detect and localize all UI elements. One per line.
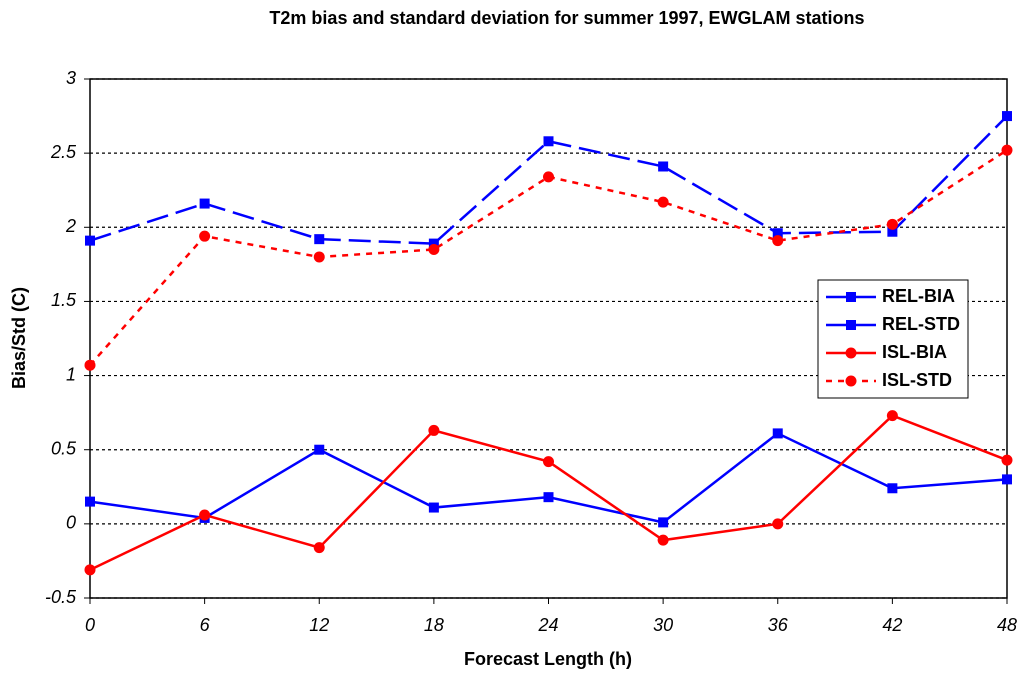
- y-tick-label: -0.5: [45, 587, 77, 607]
- legend-label: REL-BIA: [882, 286, 955, 306]
- x-tick-label: 0: [85, 615, 95, 635]
- series-line: [89, 431, 1008, 524]
- x-tick-label: 36: [768, 615, 789, 635]
- marker: [543, 136, 554, 147]
- marker: [314, 234, 325, 245]
- legend-marker: [846, 292, 856, 302]
- marker: [199, 509, 211, 521]
- legend: REL-BIA REL-STD ISL-BIA ISL-STD: [817, 279, 969, 399]
- marker: [657, 534, 669, 546]
- legend-label: ISL-BIA: [882, 342, 947, 362]
- x-tick-label: 18: [424, 615, 444, 635]
- y-tick-label: 0: [66, 513, 76, 533]
- chart-title: T2m bias and standard deviation for summ…: [269, 8, 864, 28]
- legend-marker: [845, 375, 857, 387]
- marker: [428, 238, 439, 249]
- marker: [314, 444, 325, 455]
- x-tick-label: 30: [653, 615, 673, 635]
- marker: [543, 171, 554, 183]
- marker: [1002, 111, 1012, 122]
- marker: [85, 496, 95, 507]
- marker: [313, 542, 325, 554]
- legend-marker: [845, 347, 857, 359]
- marker: [428, 502, 439, 513]
- marker: [85, 235, 95, 246]
- legend-label: REL-STD: [882, 314, 960, 334]
- x-tick-label: 12: [309, 615, 329, 635]
- marker: [84, 564, 96, 576]
- marker: [1001, 454, 1013, 466]
- marker: [887, 483, 898, 494]
- y-tick-label: 3: [66, 68, 76, 88]
- y-axis-label: Bias/Std (C): [9, 287, 29, 389]
- y-tick-label: 2: [65, 216, 76, 236]
- legend-marker: [846, 320, 856, 330]
- marker: [543, 456, 554, 468]
- marker: [772, 235, 784, 247]
- x-tick-label: 42: [882, 615, 902, 635]
- marker: [772, 228, 783, 239]
- marker: [772, 518, 784, 530]
- marker: [657, 196, 669, 208]
- y-tick-label: 1.5: [51, 290, 77, 310]
- x-tick-label: 6: [200, 615, 211, 635]
- marker: [1002, 474, 1012, 485]
- plot-frame: [89, 78, 1008, 599]
- legend-box: [817, 279, 969, 399]
- x-axis-label: Forecast Length (h): [464, 649, 632, 669]
- marker: [199, 198, 210, 209]
- marker: [543, 492, 554, 503]
- y-tick-label: 2.5: [50, 142, 77, 162]
- marker: [84, 359, 96, 371]
- marker: [428, 244, 440, 256]
- marker: [199, 230, 211, 242]
- series-line: [89, 149, 1008, 367]
- marker: [1001, 144, 1013, 156]
- x-tick-label: 24: [537, 615, 558, 635]
- marker: [887, 226, 898, 237]
- marker: [658, 517, 669, 528]
- y-tick-label: 1: [66, 364, 76, 384]
- marker: [886, 410, 898, 422]
- x-tick-label: 48: [997, 615, 1017, 635]
- marker: [428, 424, 440, 436]
- marker: [886, 218, 898, 230]
- series-line: [89, 115, 1008, 245]
- marker: [772, 428, 783, 439]
- legend-label: ISL-STD: [882, 370, 952, 390]
- marker: [313, 251, 325, 263]
- y-tick-label: 0.5: [51, 438, 77, 458]
- marker: [658, 161, 669, 172]
